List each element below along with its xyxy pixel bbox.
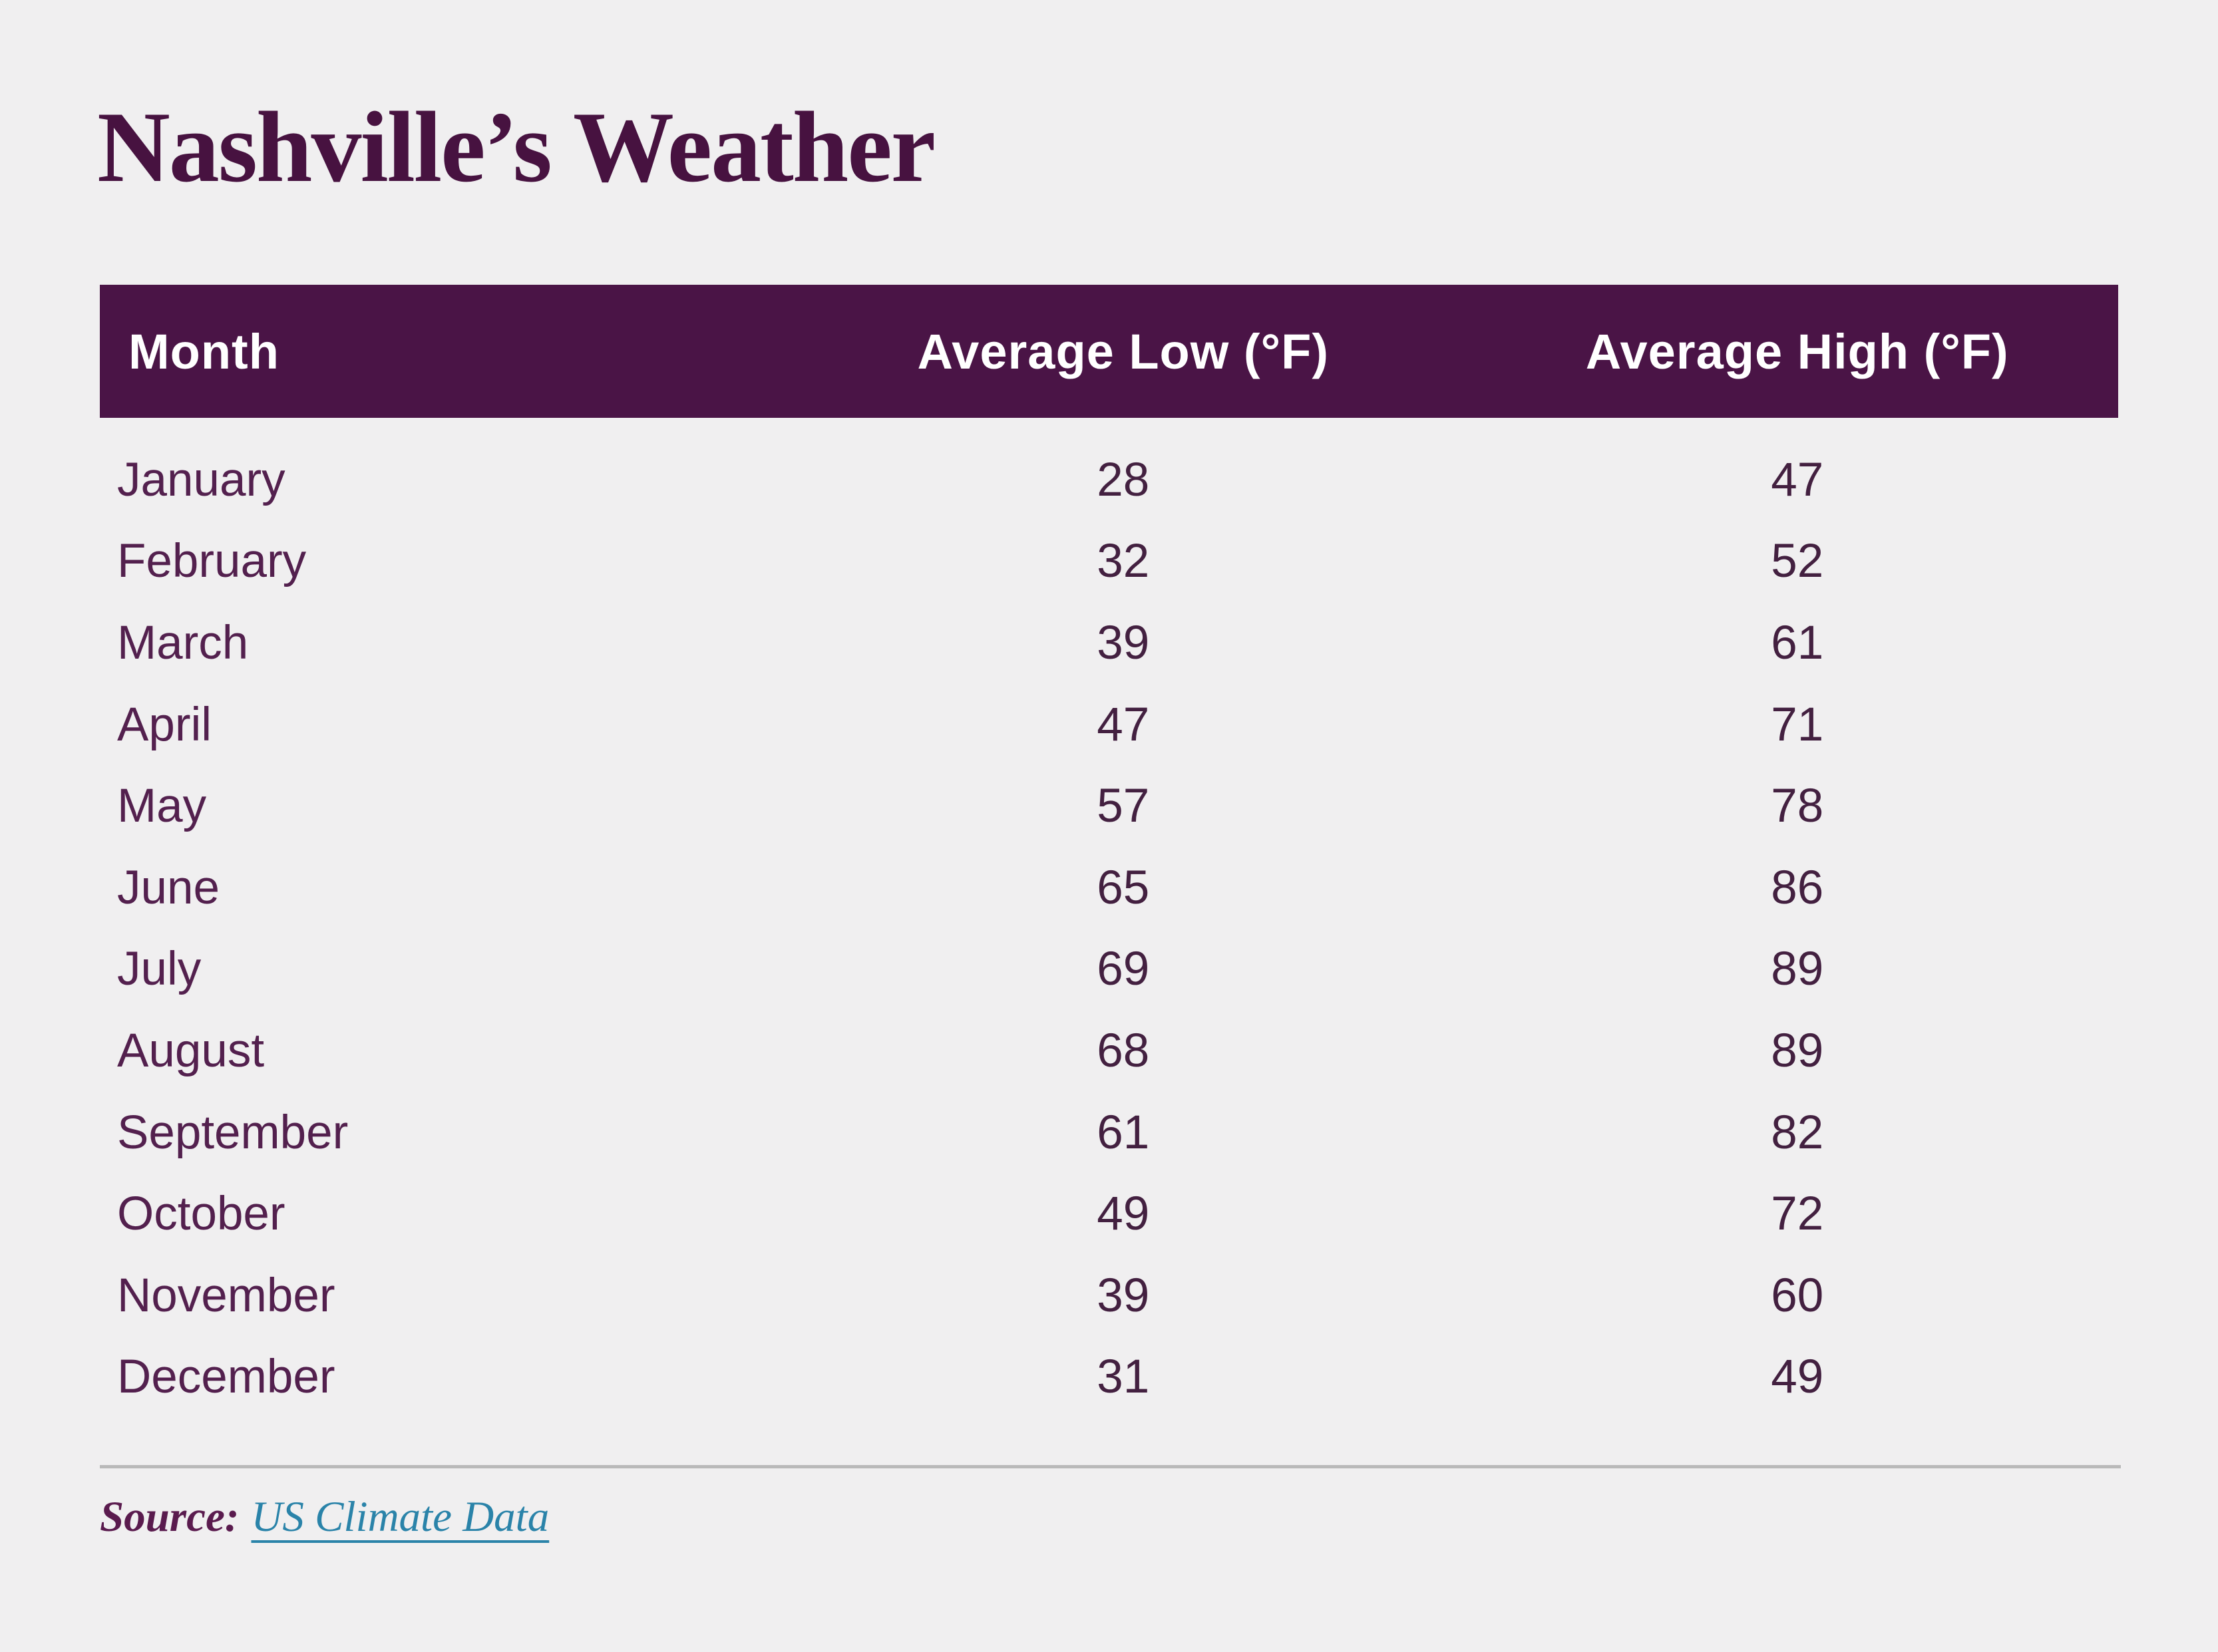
low-cell: 65 — [1097, 861, 1150, 914]
low-cell: 47 — [1097, 698, 1150, 751]
footer-divider — [100, 1465, 2121, 1468]
high-cell: 71 — [1771, 698, 1824, 751]
table-row: August 68 89 — [100, 1010, 2118, 1092]
month-cell: November — [117, 1269, 335, 1322]
high-cell: 61 — [1771, 616, 1824, 669]
month-cell: August — [117, 1024, 265, 1077]
low-cell: 57 — [1097, 780, 1150, 833]
high-cell: 52 — [1771, 535, 1824, 588]
month-cell: April — [117, 698, 212, 751]
table-header-row: Month Average Low (°F) Average High (°F) — [100, 285, 2118, 418]
weather-table: Month Average Low (°F) Average High (°F)… — [100, 285, 2118, 1418]
month-cell: March — [117, 616, 249, 669]
low-cell: 39 — [1097, 1269, 1150, 1322]
source-link[interactable]: US Climate Data — [251, 1493, 550, 1541]
low-cell: 61 — [1097, 1106, 1150, 1159]
low-cell: 32 — [1097, 535, 1150, 588]
month-cell: February — [117, 535, 307, 588]
high-cell: 82 — [1771, 1106, 1824, 1159]
low-cell: 39 — [1097, 616, 1150, 669]
table-row: July 69 89 — [100, 929, 2118, 1011]
low-cell: 49 — [1097, 1188, 1150, 1241]
table-row: September 61 82 — [100, 1092, 2118, 1174]
table-body: January 28 47 February 32 52 March 39 61… — [100, 418, 2118, 1418]
month-cell: June — [117, 861, 220, 914]
table-row: January 28 47 — [100, 439, 2118, 521]
page-title: Nashville’s Weather — [97, 91, 936, 203]
table-row: November 39 60 — [100, 1255, 2118, 1337]
high-cell: 89 — [1771, 1024, 1824, 1077]
high-cell: 89 — [1771, 943, 1824, 996]
month-cell: January — [117, 453, 285, 506]
table-row: June 65 86 — [100, 847, 2118, 929]
high-cell: 49 — [1771, 1351, 1824, 1404]
table-row: October 49 72 — [100, 1173, 2118, 1255]
month-cell: December — [117, 1351, 335, 1404]
month-cell: July — [117, 943, 202, 996]
low-cell: 69 — [1097, 943, 1150, 996]
column-header-average-low: Average Low (°F) — [917, 323, 1329, 379]
low-cell: 31 — [1097, 1351, 1150, 1404]
month-cell: May — [117, 780, 207, 833]
high-cell: 60 — [1771, 1269, 1824, 1322]
high-cell: 47 — [1771, 453, 1824, 506]
month-cell: September — [117, 1106, 349, 1159]
table-row: February 32 52 — [100, 521, 2118, 603]
high-cell: 78 — [1771, 780, 1824, 833]
high-cell: 86 — [1771, 861, 1824, 914]
low-cell: 28 — [1097, 453, 1150, 506]
high-cell: 72 — [1771, 1188, 1824, 1241]
low-cell: 68 — [1097, 1024, 1150, 1077]
column-header-month: Month — [128, 323, 279, 379]
table-row: March 39 61 — [100, 602, 2118, 684]
month-cell: October — [117, 1188, 285, 1241]
source-line: Source: US Climate Data — [100, 1492, 549, 1542]
column-header-average-high: Average High (°F) — [1585, 323, 2009, 379]
source-label: Source: — [100, 1493, 240, 1541]
table-row: April 47 71 — [100, 684, 2118, 766]
table-row: May 57 78 — [100, 765, 2118, 847]
table-row: December 31 49 — [100, 1337, 2118, 1418]
